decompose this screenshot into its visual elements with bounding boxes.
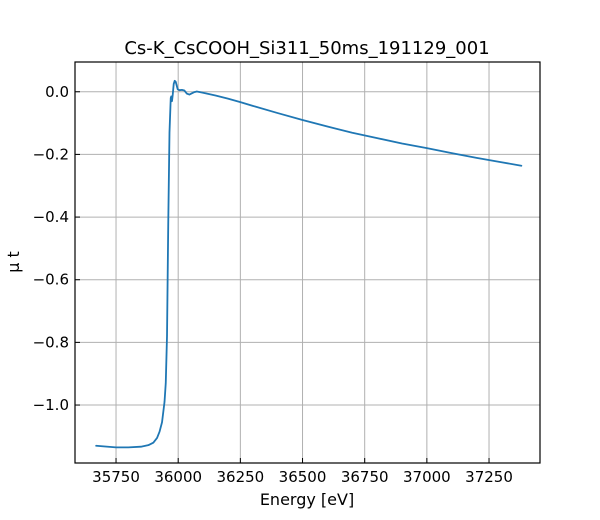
y-tick-label: −0.4 xyxy=(33,208,69,226)
y-axis-label: μ t xyxy=(4,251,23,273)
grid-layer xyxy=(75,62,540,463)
x-axis-label: Energy [eV] xyxy=(260,490,354,509)
x-tick-label: 37000 xyxy=(403,468,451,486)
x-tick-label: 36750 xyxy=(341,468,389,486)
x-tick-label: 36500 xyxy=(279,468,327,486)
x-tick-label: 36250 xyxy=(217,468,265,486)
y-tick-label: 0.0 xyxy=(45,83,69,101)
y-tick-label: −0.6 xyxy=(33,271,69,289)
x-tick-label: 37250 xyxy=(465,468,513,486)
x-tick-label: 36000 xyxy=(154,468,202,486)
series-line xyxy=(95,79,523,449)
y-tick-label: −0.8 xyxy=(33,333,69,351)
chart-title: Cs-K_CsCOOH_Si311_50ms_191129_001 xyxy=(124,38,489,59)
y-tick-label: −0.2 xyxy=(33,145,69,163)
plot-frame xyxy=(74,61,541,464)
series-layer xyxy=(95,79,523,449)
tick-layer: 35750 36000 36250 36500 36750 37000 37250 0.0 −0… xyxy=(33,83,513,486)
y-tick-label: −1.0 xyxy=(33,396,69,414)
x-tick-label: 35750 xyxy=(92,468,140,486)
